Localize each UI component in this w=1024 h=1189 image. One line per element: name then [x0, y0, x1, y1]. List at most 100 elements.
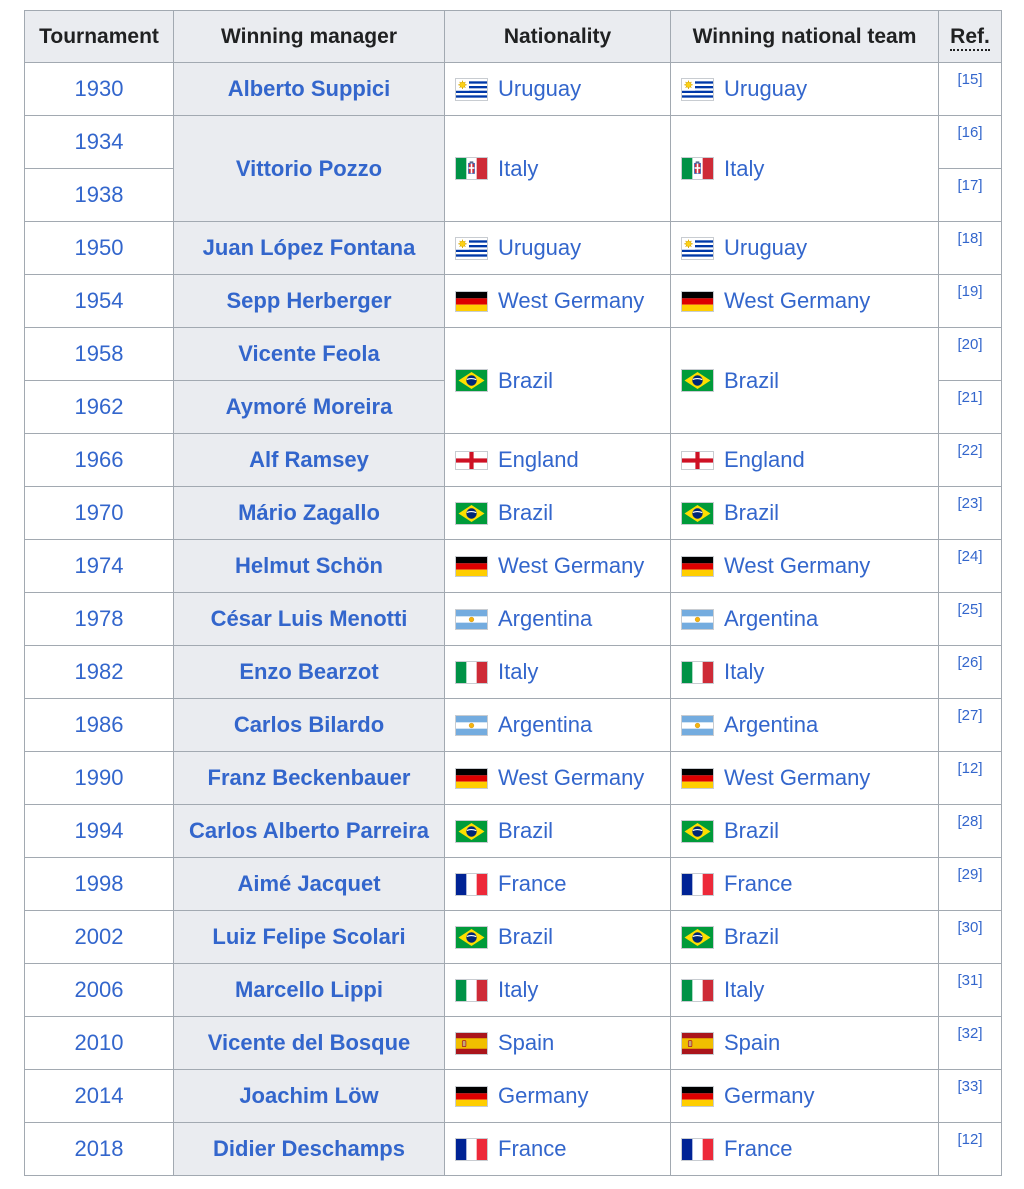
- nationality-link[interactable]: Uruguay: [498, 235, 582, 260]
- ref-link[interactable]: [23]: [957, 495, 983, 512]
- nationality-link[interactable]: France: [498, 871, 567, 896]
- flag-germany-icon[interactable]: [681, 290, 714, 312]
- flag-brazil-icon[interactable]: [455, 369, 488, 392]
- tournament-year-link[interactable]: 1970: [74, 500, 124, 525]
- flag-brazil-icon[interactable]: [681, 925, 714, 949]
- flag-germany-icon[interactable]: [455, 555, 488, 577]
- winning-national-team-link[interactable]: West Germany: [724, 553, 871, 578]
- winning-national-team-link[interactable]: France: [724, 1136, 793, 1161]
- manager-link[interactable]: Vittorio Pozzo: [235, 155, 383, 181]
- winning-national-team-link[interactable]: Italy: [724, 155, 765, 181]
- manager-link[interactable]: Joachim Löw: [239, 1083, 379, 1108]
- nationality-link[interactable]: Brazil: [498, 924, 554, 949]
- nationality-link[interactable]: Italy: [498, 659, 539, 684]
- ref-link[interactable]: [12]: [957, 760, 983, 777]
- nationality-link[interactable]: West Germany: [498, 765, 645, 790]
- flag-brazil-icon[interactable]: [681, 819, 714, 843]
- ref-link[interactable]: [25]: [957, 601, 983, 618]
- winning-national-team-link[interactable]: West Germany: [724, 765, 871, 790]
- winning-national-team-link[interactable]: Brazil: [724, 500, 780, 525]
- flag-germany-icon[interactable]: [681, 555, 714, 577]
- flag-germany-icon[interactable]: [455, 767, 488, 789]
- manager-link[interactable]: Carlos Bilardo: [233, 712, 385, 737]
- flag-uruguay-icon[interactable]: [681, 77, 714, 101]
- ref-link[interactable]: [17]: [957, 177, 983, 194]
- nationality-link[interactable]: West Germany: [498, 553, 645, 578]
- tournament-year-link[interactable]: 1966: [74, 447, 124, 472]
- manager-link[interactable]: Mário Zagallo: [238, 500, 380, 525]
- flag-uruguay-icon[interactable]: [681, 236, 714, 260]
- flag-italy-icon[interactable]: [455, 660, 488, 684]
- winning-national-team-link[interactable]: Brazil: [724, 924, 780, 949]
- ref-link[interactable]: [29]: [957, 866, 983, 883]
- ref-link[interactable]: [20]: [957, 336, 983, 353]
- flag-italy-icon[interactable]: [681, 660, 714, 684]
- nationality-link[interactable]: Uruguay: [498, 76, 582, 101]
- flag-france-icon[interactable]: [681, 872, 714, 896]
- tournament-year-link[interactable]: 1986: [74, 712, 124, 737]
- tournament-year-link[interactable]: 1962: [74, 394, 124, 419]
- ref-link[interactable]: [19]: [957, 283, 983, 300]
- manager-link[interactable]: Carlos Alberto Parreira: [188, 818, 430, 843]
- nationality-link[interactable]: West Germany: [498, 288, 645, 313]
- winning-national-team-link[interactable]: Italy: [724, 659, 765, 684]
- winning-national-team-link[interactable]: Uruguay: [724, 76, 808, 101]
- tournament-year-link[interactable]: 1974: [74, 553, 124, 578]
- flag-brazil-icon[interactable]: [455, 819, 488, 843]
- manager-link[interactable]: César Luis Menotti: [210, 606, 408, 631]
- ref-link[interactable]: [18]: [957, 230, 983, 247]
- manager-link[interactable]: Aymoré Moreira: [225, 394, 393, 419]
- flag-germany-icon[interactable]: [681, 767, 714, 789]
- nationality-link[interactable]: Argentina: [498, 712, 593, 737]
- nationality-link[interactable]: Brazil: [498, 818, 554, 843]
- nationality-link[interactable]: Brazil: [498, 367, 554, 393]
- nationality-link[interactable]: France: [498, 1136, 567, 1161]
- tournament-year-link[interactable]: 2006: [74, 977, 124, 1002]
- winning-national-team-link[interactable]: England: [724, 447, 805, 472]
- nationality-link[interactable]: Italy: [498, 977, 539, 1002]
- nationality-link[interactable]: Spain: [498, 1030, 555, 1055]
- flag-argentina-icon[interactable]: [455, 608, 488, 630]
- flag-france-icon[interactable]: [681, 1137, 714, 1161]
- winning-national-team-link[interactable]: Brazil: [724, 818, 780, 843]
- flag-germany-icon[interactable]: [455, 1085, 488, 1107]
- nationality-link[interactable]: England: [498, 447, 579, 472]
- ref-link[interactable]: [33]: [957, 1078, 983, 1095]
- nationality-link[interactable]: Brazil: [498, 500, 554, 525]
- manager-link[interactable]: Enzo Bearzot: [239, 659, 379, 684]
- manager-link[interactable]: Luiz Felipe Scolari: [212, 924, 406, 949]
- ref-link[interactable]: [30]: [957, 919, 983, 936]
- manager-link[interactable]: Alf Ramsey: [249, 447, 369, 472]
- tournament-year-link[interactable]: 1978: [74, 606, 124, 631]
- manager-link[interactable]: Sepp Herberger: [226, 288, 392, 313]
- flag-spain-icon[interactable]: [681, 1031, 714, 1055]
- flag-italy-icon[interactable]: [455, 978, 488, 1002]
- tournament-year-link[interactable]: 1998: [74, 871, 124, 896]
- manager-link[interactable]: Alberto Suppici: [227, 76, 391, 101]
- ref-link[interactable]: [15]: [957, 71, 983, 88]
- flag-uruguay-icon[interactable]: [455, 77, 488, 101]
- manager-link[interactable]: Vicente del Bosque: [207, 1030, 411, 1055]
- tournament-year-link[interactable]: 2014: [74, 1083, 124, 1108]
- flag-england-icon[interactable]: [455, 450, 488, 470]
- manager-link[interactable]: Marcello Lippi: [235, 977, 383, 1002]
- tournament-year-link[interactable]: 1958: [74, 341, 124, 366]
- flag-brazil-icon[interactable]: [681, 501, 714, 525]
- ref-link[interactable]: [22]: [957, 442, 983, 459]
- ref-link[interactable]: [16]: [957, 124, 983, 141]
- flag-england-icon[interactable]: [681, 450, 714, 470]
- winning-national-team-link[interactable]: West Germany: [724, 288, 871, 313]
- flag-spain-icon[interactable]: [455, 1031, 488, 1055]
- tournament-year-link[interactable]: 1950: [74, 235, 124, 260]
- winning-national-team-link[interactable]: Germany: [724, 1083, 815, 1108]
- ref-link[interactable]: [32]: [957, 1025, 983, 1042]
- ref-link[interactable]: [31]: [957, 972, 983, 989]
- manager-link[interactable]: Aimé Jacquet: [237, 871, 381, 896]
- winning-national-team-link[interactable]: Spain: [724, 1030, 781, 1055]
- ref-link[interactable]: [27]: [957, 707, 983, 724]
- nationality-link[interactable]: Argentina: [498, 606, 593, 631]
- manager-link[interactable]: Franz Beckenbauer: [207, 765, 411, 790]
- tournament-year-link[interactable]: 1994: [74, 818, 124, 843]
- flag-france-icon[interactable]: [455, 872, 488, 896]
- manager-link[interactable]: Juan López Fontana: [202, 235, 416, 260]
